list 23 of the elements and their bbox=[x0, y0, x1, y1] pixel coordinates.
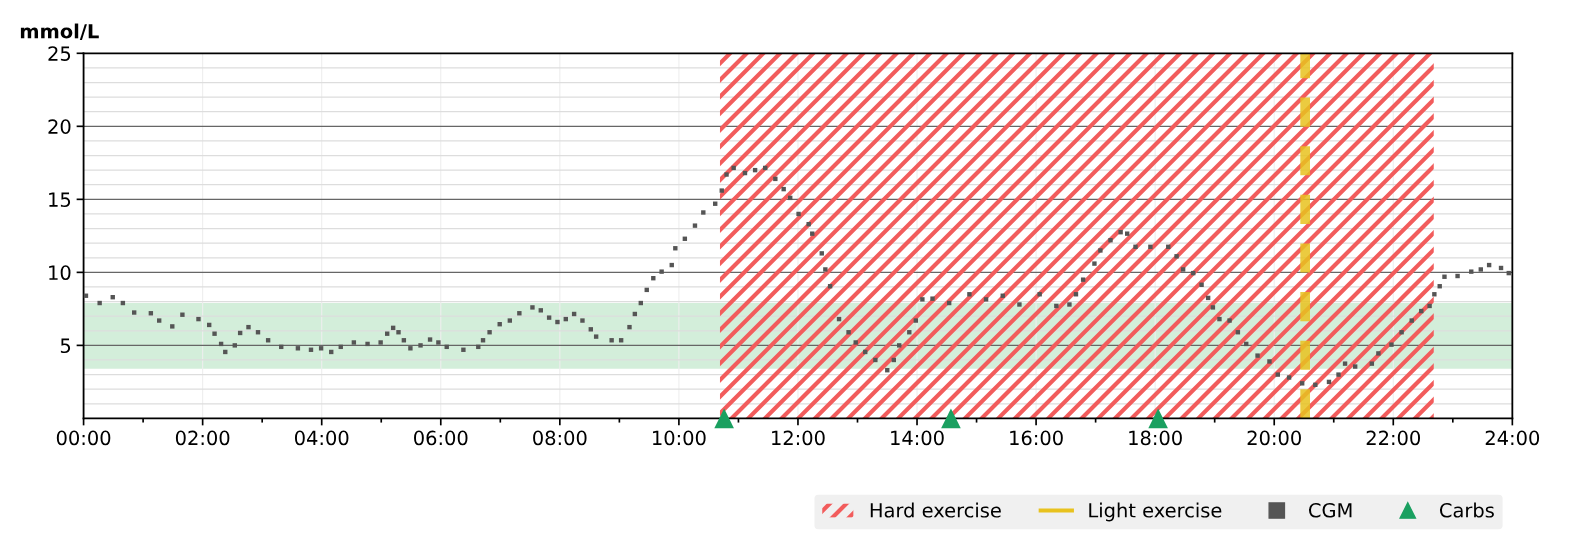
y-tick-label: 5 bbox=[60, 338, 71, 354]
legend-label: Hard exercise bbox=[870, 502, 1001, 518]
legend-label: Light exercise bbox=[1089, 502, 1222, 522]
legend-label: CGM bbox=[1309, 502, 1352, 518]
x-tick-label: 00:00 bbox=[56, 430, 111, 446]
y-axis-title: mmol/L bbox=[20, 23, 99, 41]
x-tick-label: 06:00 bbox=[414, 430, 468, 446]
x-tick-label: 18:00 bbox=[1129, 430, 1182, 446]
x-tick-label: 24:00 bbox=[1485, 430, 1540, 446]
y-tick-label: 15 bbox=[49, 192, 71, 208]
x-tick-label: 02:00 bbox=[175, 430, 230, 446]
y-tick-label: 25 bbox=[48, 46, 71, 61]
x-tick-label: 04:00 bbox=[294, 430, 349, 446]
x-tick-label: 08:00 bbox=[533, 430, 587, 446]
x-tick-label: 20:00 bbox=[1247, 430, 1301, 446]
x-tick-label: 16:00 bbox=[1010, 430, 1063, 446]
x-tick-label: 10:00 bbox=[653, 430, 706, 446]
y-tick-label: 20 bbox=[48, 119, 71, 134]
x-tick-label: 22:00 bbox=[1366, 430, 1421, 446]
x-tick-label: 12:00 bbox=[772, 430, 825, 446]
legend-label: Carbs bbox=[1439, 502, 1494, 518]
x-tick-label: 14:00 bbox=[891, 430, 944, 446]
y-tick-label: 10 bbox=[49, 265, 71, 281]
